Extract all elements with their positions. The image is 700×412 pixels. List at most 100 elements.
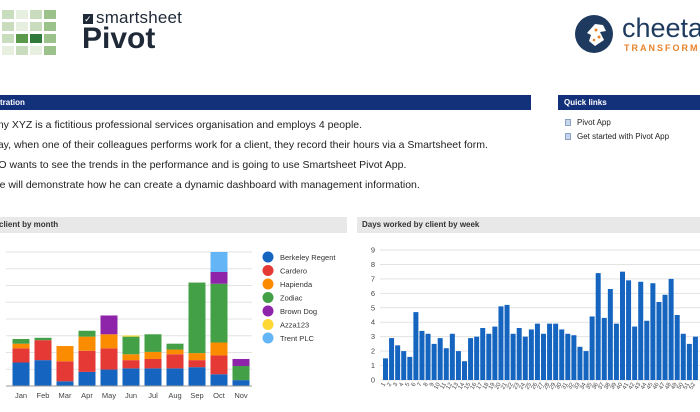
link-icon (565, 119, 571, 126)
x-tick-label: 30 (555, 381, 564, 390)
week-bar (577, 346, 583, 380)
week-bar (668, 278, 674, 380)
bar-segment (122, 368, 140, 386)
week-bar (425, 333, 431, 380)
week-bar (692, 336, 698, 380)
quick-links-title: Quick links (564, 98, 607, 107)
x-tick-label: 38 (604, 381, 613, 390)
week-bar (541, 333, 546, 380)
partner-name: cheeta (622, 13, 700, 43)
week-bar (571, 335, 577, 380)
logo-tile (16, 46, 28, 55)
x-tick-label: 13 (452, 381, 461, 390)
x-tick-label: 51 (683, 381, 692, 390)
bar-segment (210, 355, 228, 375)
week-bar (680, 333, 686, 380)
bar-segment (100, 334, 118, 349)
legend-label: Zodiac (280, 294, 303, 303)
week-bar (656, 302, 662, 380)
legend-swatch (262, 251, 274, 263)
x-tick-label: 45 (646, 381, 655, 390)
week-bar (401, 351, 407, 380)
smartsheet-brand: ✓ smartsheet (83, 8, 182, 28)
logo-tile (44, 34, 56, 43)
x-tick-label: 46 (652, 381, 661, 390)
week-bar (644, 320, 650, 380)
x-tick-label: 48 (664, 381, 673, 390)
x-tick-label: 18 (482, 381, 491, 390)
bar-segment (100, 348, 118, 370)
y-tick-label: 1 (371, 361, 375, 370)
week-bar (607, 289, 613, 380)
bar-segment (144, 358, 162, 369)
legend-swatch (262, 265, 274, 276)
x-tick-label: 20 (494, 381, 503, 390)
y-tick-label: 5 (371, 303, 375, 312)
y-tick-label: 6 (371, 289, 375, 298)
intro-header-bar: tration (0, 95, 531, 110)
x-tick-label: Sep (190, 391, 203, 400)
logo-tile (16, 22, 28, 31)
week-bar (443, 348, 449, 380)
x-tick-label: 32 (567, 381, 576, 390)
week-bar (431, 343, 437, 380)
x-tick-label: 21 (500, 381, 509, 390)
x-tick-label: 15 (464, 381, 473, 390)
x-tick-label: 16 (470, 381, 479, 390)
week-bar (474, 336, 480, 380)
x-tick-label: 1 (380, 381, 387, 387)
logo-tile (44, 46, 56, 55)
bar-segment (12, 362, 30, 386)
bar-segment (100, 369, 118, 386)
y-tick-label: 9 (371, 246, 375, 255)
quick-links-header: Quick links (558, 95, 700, 110)
bar-segment (56, 361, 74, 382)
bar-segment (122, 335, 140, 337)
x-tick-label: 3 (393, 381, 400, 387)
logo-tile (16, 10, 28, 19)
x-tick-label: Jun (125, 391, 137, 400)
x-tick-label: 11 (440, 381, 449, 390)
logo-tile (30, 46, 42, 55)
bar-segment (34, 340, 52, 361)
y-tick-label: 7 (371, 274, 375, 283)
bar-segment (100, 315, 118, 335)
bar-segment (188, 360, 206, 368)
week-bar (480, 328, 486, 380)
bar-segment (56, 381, 74, 386)
week-bar (595, 273, 601, 380)
x-tick-label: 34 (579, 381, 588, 390)
week-bar (553, 323, 559, 380)
logo-tile (30, 34, 42, 43)
legend-swatch (262, 319, 274, 330)
quick-link-get-started[interactable]: Get started with Pivot App (565, 132, 669, 141)
bar-segment (210, 374, 228, 386)
week-bar (413, 312, 419, 380)
week-bar (504, 304, 510, 380)
logo-tile (30, 10, 42, 19)
link-icon (565, 133, 571, 140)
x-tick-label: Feb (37, 391, 50, 400)
x-tick-label: 37 (597, 381, 606, 390)
x-tick-label: 49 (670, 381, 679, 390)
week-bar (583, 351, 589, 380)
bar-segment (210, 271, 228, 284)
week-bar (638, 281, 644, 380)
x-tick-label: 29 (549, 381, 558, 390)
legend-swatch (262, 332, 274, 344)
x-tick-label: 35 (585, 381, 594, 390)
week-bar (516, 328, 522, 380)
legend-swatch (262, 292, 274, 303)
logo-tile (16, 34, 28, 43)
bar-segment (232, 358, 250, 367)
bar-segment (78, 350, 96, 372)
week-bar (462, 361, 467, 380)
x-tick-label: 23 (512, 381, 521, 390)
week-bar (674, 315, 680, 380)
chart-week-header: Days worked by client by week (357, 217, 700, 233)
bar-segment (166, 354, 184, 369)
bar-segment (166, 349, 184, 355)
y-tick-label: 3 (371, 332, 375, 341)
x-tick-label: 17 (476, 381, 485, 390)
quick-link-pivot-app[interactable]: Pivot App (565, 118, 611, 127)
